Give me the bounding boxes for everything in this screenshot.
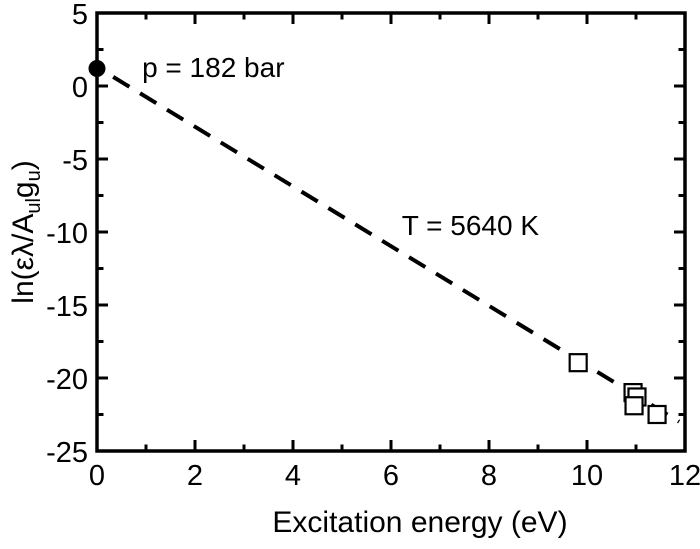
annotation-pressure: p = 182 bar: [142, 52, 284, 83]
y-axis-label-subscript: ul: [23, 198, 45, 214]
y-tick-label: -10: [46, 218, 88, 250]
y-tick-label: 5: [72, 0, 88, 31]
y-tick-label: -5: [62, 145, 88, 177]
annotation-temperature: T = 5640 K: [402, 210, 540, 241]
x-tick-label: 12: [669, 460, 700, 492]
x-tick-label: 10: [571, 460, 603, 492]
y-axis-label-part: ): [7, 160, 40, 170]
x-tick-label: 8: [481, 460, 497, 492]
y-tick-label: -25: [46, 437, 88, 469]
y-tick-label: -15: [46, 291, 88, 323]
y-axis-label: ln(ελ/Aulgu): [7, 160, 45, 303]
y-tick-label: -20: [46, 364, 88, 396]
data-point-circle: [88, 59, 106, 77]
y-tick-label: 0: [72, 72, 88, 104]
y-axis-label-part: g: [7, 181, 40, 198]
data-point-square: [568, 353, 588, 373]
x-tick-label: 2: [187, 460, 203, 492]
x-tick-label: 4: [285, 460, 301, 492]
x-axis-label: Excitation energy (eV): [272, 506, 567, 539]
y-axis-label-subscript: u: [23, 170, 45, 181]
data-point-square: [624, 396, 644, 416]
fit-line: [112, 75, 681, 424]
y-axis-label-part: ln(ελ/A: [7, 214, 40, 304]
x-tick-label: 0: [89, 460, 105, 492]
data-point-square: [647, 404, 667, 425]
plot-layer: 0 2 4 6 8 10 12 5 0 -5 -10 -15 -20 -25: [46, 0, 700, 492]
x-tick-label: 6: [383, 460, 399, 492]
